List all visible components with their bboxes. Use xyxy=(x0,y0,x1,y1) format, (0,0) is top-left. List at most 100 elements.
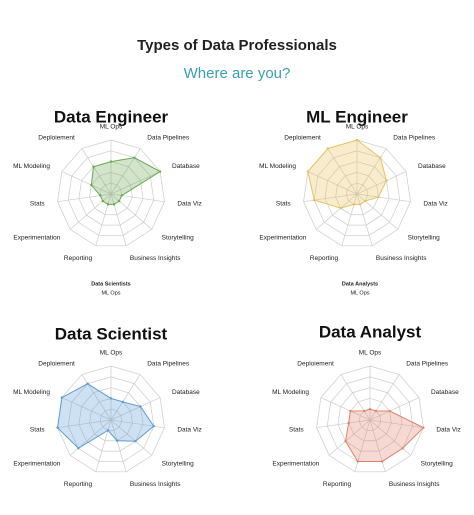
radar-point xyxy=(380,460,384,463)
radar-point xyxy=(106,203,110,206)
spoke xyxy=(81,374,112,421)
spoke xyxy=(307,171,358,195)
axis-label: Data Pipelines xyxy=(147,360,190,367)
axis-label: ML Ops xyxy=(359,350,382,357)
grid-ring xyxy=(99,408,123,431)
spoke xyxy=(69,193,112,230)
radar-chart: Data Analyst ML Ops Data Pipelines Database… xyxy=(272,322,461,488)
spoke xyxy=(95,193,112,246)
spoke xyxy=(356,148,387,195)
axis-label: Database xyxy=(418,163,446,170)
spoke xyxy=(327,148,358,195)
chart-title: Data Scientist xyxy=(55,324,168,343)
grid-ring xyxy=(67,150,155,236)
grid-ring xyxy=(67,376,155,462)
radar-point xyxy=(306,170,310,173)
spoke xyxy=(316,419,371,429)
radar-point xyxy=(358,203,362,206)
radar-point xyxy=(379,156,382,159)
caption: ML Ops xyxy=(350,290,369,296)
spoke xyxy=(320,397,371,421)
spoke xyxy=(110,148,141,195)
axis-label: Deploiement xyxy=(284,134,321,141)
axis-label: ML Ops xyxy=(100,350,123,357)
radar-point xyxy=(377,195,380,199)
radar-point xyxy=(121,400,124,404)
axis-label: Reporting xyxy=(64,255,93,262)
axis-label: Data Viz xyxy=(177,426,201,433)
radar-point xyxy=(77,447,80,450)
axis-label: Deploiement xyxy=(297,360,334,367)
spoke xyxy=(369,419,386,472)
axis-label: Data Viz xyxy=(177,200,201,207)
radar-area xyxy=(307,139,388,209)
axis-label: Business Insights xyxy=(389,481,440,488)
spoke xyxy=(110,397,161,421)
radar-point xyxy=(388,409,391,413)
spoke xyxy=(369,397,420,421)
grid-ring xyxy=(57,365,165,473)
spoke xyxy=(110,419,165,429)
axis-label: Storytelling xyxy=(408,235,441,242)
axis-label: Experimentation xyxy=(13,461,60,468)
radar-point xyxy=(339,206,342,210)
radar-point xyxy=(106,429,110,432)
radar-chart: Data Scientist ML Ops Data Pipelines Databa… xyxy=(13,324,202,488)
spoke xyxy=(340,374,371,421)
spoke xyxy=(369,419,412,456)
spoke xyxy=(81,148,112,195)
radar-point xyxy=(109,160,113,163)
axis-label: Storytelling xyxy=(162,461,195,468)
radar-point xyxy=(133,156,136,159)
grid-ring xyxy=(78,387,144,452)
axis-label: Storytelling xyxy=(162,235,195,242)
radar-point xyxy=(158,170,162,173)
radar-point xyxy=(109,397,113,400)
axis-label: Experimentation xyxy=(272,461,319,468)
radar-point xyxy=(422,426,425,429)
radar-point xyxy=(90,183,93,187)
spoke xyxy=(110,419,127,472)
radar-point xyxy=(120,194,123,197)
spoke xyxy=(110,193,153,230)
axis-label: Experimentation xyxy=(259,235,306,242)
axis-label: Data Pipelines xyxy=(393,134,436,141)
grid-ring xyxy=(89,398,133,442)
grid-ring xyxy=(348,398,392,442)
axis-label: Deploiement xyxy=(38,134,75,141)
spoke xyxy=(110,193,127,246)
axis-label: Reporting xyxy=(64,481,93,488)
axis-label: ML Ops xyxy=(100,124,123,131)
axis-label: Business Insights xyxy=(376,255,427,262)
radar-point xyxy=(112,203,116,206)
grid-ring xyxy=(78,161,144,226)
spoke xyxy=(110,193,165,203)
spoke xyxy=(369,419,424,429)
chart-title: ML Engineer xyxy=(306,107,408,126)
grid-ring xyxy=(358,408,382,431)
spoke xyxy=(110,419,153,456)
spoke xyxy=(356,193,373,246)
radar-point xyxy=(401,447,404,450)
caption: ML Ops xyxy=(101,290,120,296)
radar-point xyxy=(101,199,105,203)
chart-title: Data Engineer xyxy=(54,107,169,126)
axis-label: Database xyxy=(172,163,200,170)
spoke xyxy=(356,193,411,203)
radar-point xyxy=(363,199,367,203)
chart-title: Data Analyst xyxy=(319,322,422,341)
axis-label: Business Insights xyxy=(130,481,181,488)
spoke xyxy=(61,397,112,421)
radar-point xyxy=(56,426,59,429)
axis-label: ML Modeling xyxy=(259,163,296,170)
axis-label: ML Ops xyxy=(346,124,369,131)
radar-point xyxy=(347,421,350,425)
spoke xyxy=(315,193,358,230)
radar-point xyxy=(349,409,352,413)
spoke xyxy=(110,374,141,421)
axis-label: Database xyxy=(431,389,459,396)
spoke xyxy=(110,171,161,195)
radar-point xyxy=(344,440,347,443)
grid-ring xyxy=(324,161,390,226)
